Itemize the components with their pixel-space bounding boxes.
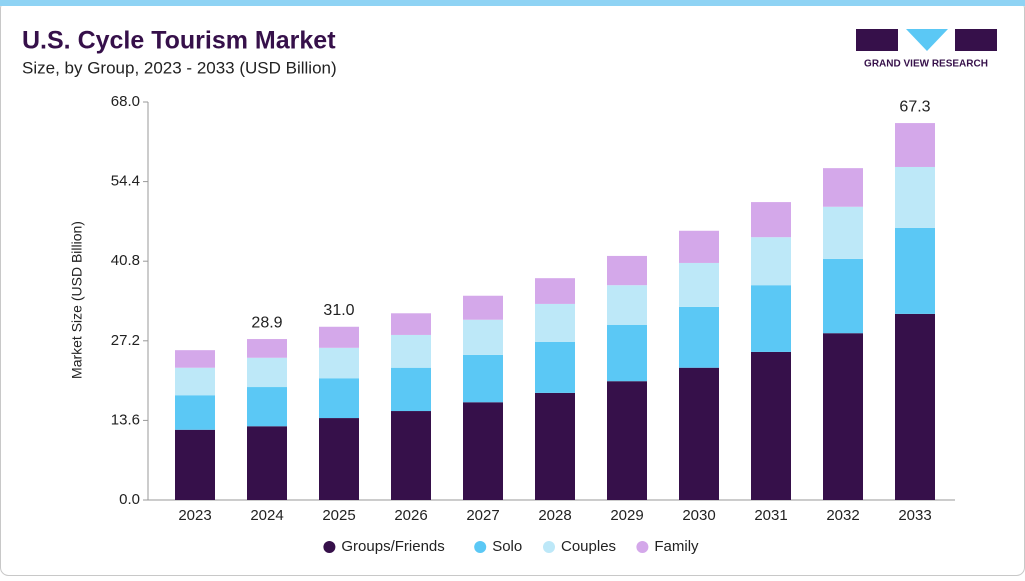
x-tick-label: 2025 <box>322 507 355 524</box>
bar-segment <box>391 367 431 412</box>
bar-segment <box>319 326 359 348</box>
bar-segment <box>679 367 719 500</box>
bar-segment <box>679 230 719 263</box>
y-tick-label: 13.6 <box>111 411 140 428</box>
total-label: 67.3 <box>899 98 930 115</box>
legend-swatch <box>636 541 649 553</box>
brand: GRAND VIEW RESEARCH <box>864 59 988 70</box>
bar-segment <box>175 350 215 368</box>
total-label: 28.9 <box>251 314 282 331</box>
legend-label: Couples <box>561 538 616 555</box>
legend-swatch <box>543 541 555 553</box>
bar-segment <box>175 367 215 396</box>
bar-segment <box>823 206 863 259</box>
bar-segment <box>607 255 647 286</box>
bar-segment <box>535 341 575 393</box>
bar-segment <box>247 339 287 358</box>
y-tick-label: 27.2 <box>111 332 140 349</box>
x-tick-label: 2033 <box>898 507 931 524</box>
logo-block <box>955 29 997 51</box>
bar-segment <box>751 285 791 352</box>
legend-label: Family <box>654 538 699 555</box>
bar-segment <box>895 227 935 314</box>
x-tick-label: 2027 <box>466 507 499 524</box>
chart-title: U.S. Cycle Tourism Market <box>22 27 336 55</box>
bar-segment <box>895 313 935 500</box>
x-tick-label: 2028 <box>538 507 571 524</box>
x-tick-label: 2023 <box>178 507 211 524</box>
bar-segment <box>391 313 431 335</box>
x-tick-label: 2030 <box>682 507 715 524</box>
bar-segment <box>247 357 287 388</box>
bar-segment <box>823 168 863 207</box>
bar-segment <box>751 237 791 286</box>
bar-segment <box>175 429 215 500</box>
y-tick-label: 0.0 <box>119 491 140 508</box>
legend-label: Groups/Friends <box>341 538 444 555</box>
y-tick-label: 40.8 <box>111 252 140 269</box>
x-tick-label: 2024 <box>250 507 283 524</box>
x-tick-label: 2031 <box>754 507 787 524</box>
y-tick-label: 54.4 <box>111 173 140 190</box>
bar-segment <box>463 295 503 320</box>
logo-block <box>856 29 898 51</box>
bar-segment <box>175 395 215 430</box>
bar-segment <box>463 319 503 355</box>
bar-segment <box>823 333 863 500</box>
bar-segment <box>895 166 935 228</box>
legend-swatch <box>323 541 336 553</box>
bar-segment <box>751 202 791 238</box>
chart-subtitle: Size, by Group, 2023 - 2033 (USD Billion… <box>22 58 337 77</box>
bar-segment <box>391 334 431 368</box>
bar-segment <box>535 392 575 500</box>
logo-block <box>906 29 948 51</box>
bar-segment <box>607 381 647 500</box>
y-axis-label: Market Size (USD Billion) <box>69 221 85 379</box>
bar-segment <box>679 262 719 307</box>
bar-segment <box>895 123 935 167</box>
logo: GRAND VIEW RESEARCH <box>856 29 997 70</box>
legend-swatch <box>474 541 487 553</box>
top-stripe <box>0 0 1025 6</box>
total-label: 31.0 <box>323 302 354 319</box>
bar-segment <box>247 387 287 427</box>
bar-segment <box>319 347 359 379</box>
bar-segment <box>463 402 503 500</box>
bar-segment <box>535 303 575 342</box>
bar-segment <box>319 378 359 419</box>
y-tick-label: 68.0 <box>111 93 140 110</box>
bar-segment <box>247 426 287 500</box>
legend-label: Solo <box>492 538 522 555</box>
bar-segment <box>463 354 503 403</box>
bar-segment <box>607 324 647 382</box>
bar-segment <box>391 411 431 500</box>
bar-segment <box>607 285 647 325</box>
bar-segment <box>319 418 359 500</box>
x-tick-label: 2029 <box>610 507 643 524</box>
x-tick-label: 2032 <box>826 507 859 524</box>
bar-segment <box>751 351 791 500</box>
bar-segment <box>535 278 575 304</box>
bar-segment <box>679 306 719 368</box>
x-tick-label: 2026 <box>394 507 427 524</box>
bar-segment <box>823 258 863 334</box>
